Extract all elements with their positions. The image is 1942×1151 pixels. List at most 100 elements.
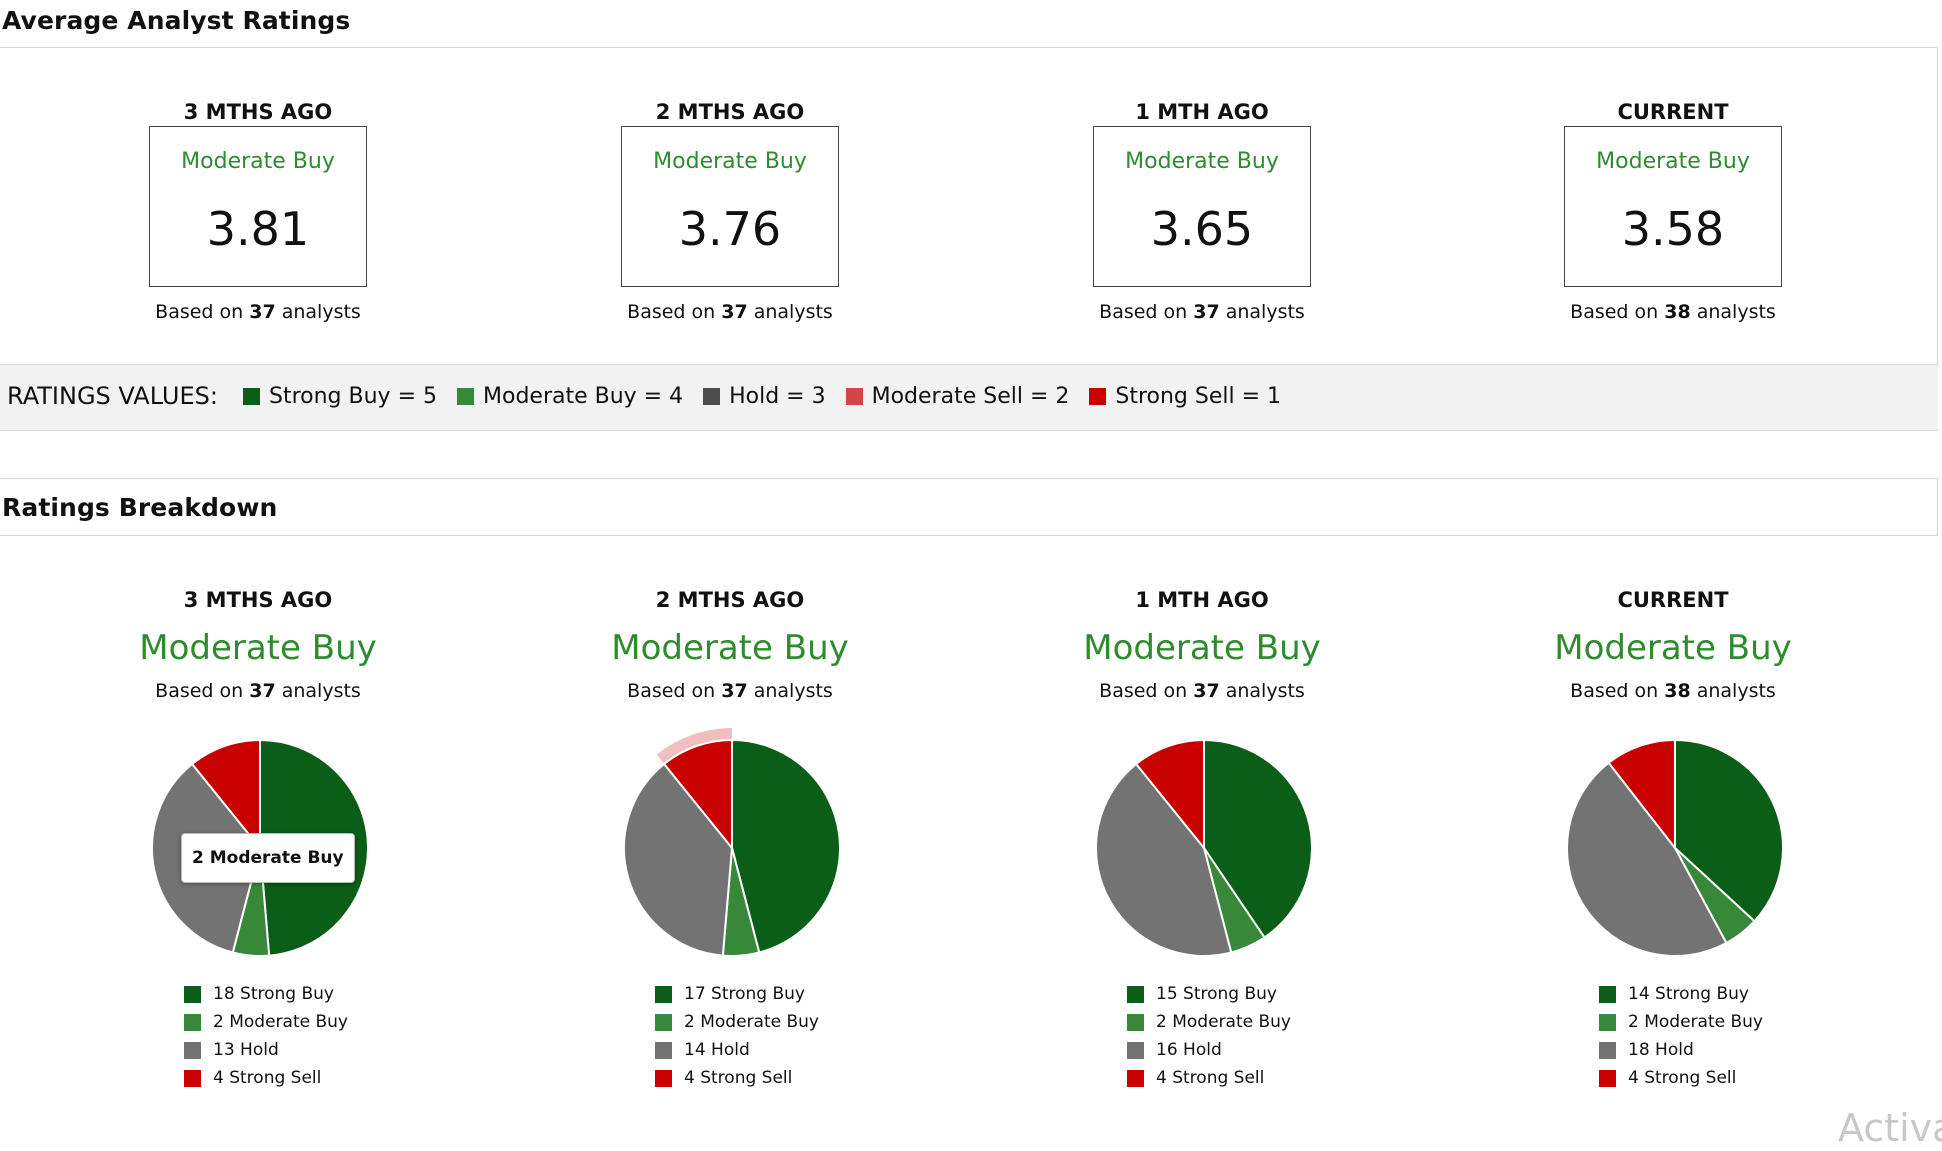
avg-rating-2-mths-ago: 2 MTHS AGO Moderate Buy 3.76 Based on 37… <box>610 98 850 325</box>
swatch <box>1599 1041 1616 1059</box>
windows-activation-watermark: Activa <box>1838 1106 1942 1150</box>
legend-item-hold[interactable]: 13 Hold <box>184 1036 348 1064</box>
consensus-rating: Moderate Buy <box>181 149 335 174</box>
analyst-count: Based on 37 analysts <box>627 301 833 323</box>
pie-chart-1-mth-ago[interactable] <box>1084 728 1324 968</box>
pie-legend-3-mths-ago: 18 Strong Buy 2 Moderate Buy 13 Hold 4 S… <box>184 980 348 1092</box>
legend-item-strong-buy[interactable]: 17 Strong Buy <box>655 980 819 1008</box>
pie-slice-strong-sell[interactable] <box>1607 738 1676 851</box>
rating-box: Moderate Buy 3.81 <box>149 126 367 287</box>
analyst-count: Based on 37 analysts <box>1099 301 1305 323</box>
column-label: 3 MTHS AGO <box>183 588 333 612</box>
breakdown-3-mths-ago: 3 MTHS AGO Moderate Buy Based on 37 anal… <box>98 586 418 704</box>
consensus-rating: Moderate Buy <box>611 628 849 668</box>
swatch <box>1599 1069 1616 1087</box>
analyst-count: Based on 37 analysts <box>155 301 361 323</box>
swatch <box>1089 388 1107 405</box>
swatch <box>184 1069 201 1087</box>
pie-slice-strong-sell[interactable] <box>662 738 733 851</box>
swatch <box>184 1013 201 1031</box>
rating-box: Moderate Buy 3.76 <box>621 126 839 287</box>
divider <box>0 47 1938 48</box>
consensus-rating: Moderate Buy <box>1083 628 1321 668</box>
pie-slice-strong-sell[interactable] <box>1134 738 1205 851</box>
analyst-count: Based on 37 analysts <box>1099 680 1305 702</box>
swatch <box>1127 1013 1144 1031</box>
rating-box: Moderate Buy 3.58 <box>1564 126 1782 287</box>
average-score: 3.65 <box>1150 202 1254 256</box>
divider <box>1937 47 1938 431</box>
divider <box>0 535 1938 536</box>
pie-slice-strong-buy[interactable] <box>1203 738 1313 939</box>
swatch <box>655 1069 672 1087</box>
average-score: 3.81 <box>206 202 310 256</box>
swatch <box>845 388 863 405</box>
column-label: CURRENT <box>1617 588 1729 612</box>
legend-item-moderate-buy[interactable]: 2 Moderate Buy <box>1127 1008 1291 1036</box>
legend-item-strong-buy[interactable]: 18 Strong Buy <box>184 980 348 1008</box>
swatch <box>655 1041 672 1059</box>
pie-legend-1-mth-ago: 15 Strong Buy 2 Moderate Buy 16 Hold 4 S… <box>1127 980 1291 1092</box>
column-label: 1 MTH AGO <box>1135 588 1269 612</box>
swatch <box>1127 985 1144 1003</box>
pie-chart-2-mths-ago[interactable] <box>612 718 852 968</box>
analyst-count: Based on 37 analysts <box>155 680 361 702</box>
analyst-count: Based on 38 analysts <box>1570 680 1776 702</box>
swatch <box>1127 1069 1144 1087</box>
divider <box>0 478 1938 479</box>
analyst-count: Based on 38 analysts <box>1570 301 1776 323</box>
pie-slice-hold[interactable] <box>1566 761 1728 957</box>
breakdown-2-mths-ago: 2 MTHS AGO Moderate Buy Based on 37 anal… <box>570 586 890 704</box>
legend-item-hold[interactable]: 18 Hold <box>1599 1036 1763 1064</box>
pie-chart-current[interactable] <box>1555 728 1795 968</box>
consensus-rating: Moderate Buy <box>653 149 807 174</box>
column-label: 2 MTHS AGO <box>655 100 805 124</box>
legend-item-strong-sell[interactable]: 4 Strong Sell <box>1127 1064 1291 1092</box>
pie-legend-2-mths-ago: 17 Strong Buy 2 Moderate Buy 14 Hold 4 S… <box>655 980 819 1092</box>
swatch <box>184 985 201 1003</box>
consensus-rating: Moderate Buy <box>139 628 377 668</box>
swatch <box>243 388 260 405</box>
ratings-values-label: RATINGS VALUES: <box>7 382 218 410</box>
swatch <box>655 985 672 1003</box>
legend-item-strong-sell: Strong Sell = 1 <box>1089 384 1281 409</box>
column-label: CURRENT <box>1617 100 1729 124</box>
consensus-rating: Moderate Buy <box>1554 628 1792 668</box>
average-score: 3.76 <box>678 202 782 256</box>
pie-slice-hold[interactable] <box>623 762 734 957</box>
consensus-rating: Moderate Buy <box>1596 149 1750 174</box>
analyst-count: Based on 37 analysts <box>627 680 833 702</box>
ratings-values-bar: RATINGS VALUES: Strong Buy = 5 Moderate … <box>0 364 1938 431</box>
pie-legend-current: 14 Strong Buy 2 Moderate Buy 18 Hold 4 S… <box>1599 980 1763 1092</box>
ratings-breakdown-title: Ratings Breakdown <box>2 493 278 522</box>
legend-item-strong-sell[interactable]: 4 Strong Sell <box>1599 1064 1763 1092</box>
rating-box: Moderate Buy 3.65 <box>1093 126 1311 287</box>
column-label: 3 MTHS AGO <box>183 100 333 124</box>
pie-slice-strong-sell[interactable] <box>190 738 261 851</box>
legend-item-strong-sell[interactable]: 4 Strong Sell <box>655 1064 819 1092</box>
breakdown-current: CURRENT Moderate Buy Based on 38 analyst… <box>1513 586 1833 704</box>
legend-item-moderate-buy[interactable]: 2 Moderate Buy <box>1599 1008 1763 1036</box>
legend-item-hold: Hold = 3 <box>703 384 826 409</box>
legend-item-strong-sell[interactable]: 4 Strong Sell <box>184 1064 348 1092</box>
divider <box>1937 478 1938 536</box>
column-label: 1 MTH AGO <box>1135 100 1269 124</box>
swatch <box>655 1013 672 1031</box>
legend-item-moderate-sell: Moderate Sell = 2 <box>845 384 1069 409</box>
legend-item-moderate-buy[interactable]: 2 Moderate Buy <box>184 1008 348 1036</box>
legend-item-hold[interactable]: 14 Hold <box>655 1036 819 1064</box>
breakdown-1-mth-ago: 1 MTH AGO Moderate Buy Based on 37 analy… <box>1042 586 1362 704</box>
pie-slice-hold[interactable] <box>1095 762 1233 957</box>
legend-item-strong-buy[interactable]: 14 Strong Buy <box>1599 980 1763 1008</box>
legend-item-strong-buy[interactable]: 15 Strong Buy <box>1127 980 1291 1008</box>
avg-rating-current: CURRENT Moderate Buy 3.58 Based on 38 an… <box>1553 98 1793 325</box>
consensus-rating: Moderate Buy <box>1125 149 1279 174</box>
swatch <box>1599 1013 1616 1031</box>
ratings-values-legend: Strong Buy = 5 Moderate Buy = 4 Hold = 3… <box>243 384 1281 409</box>
avg-rating-1-mth-ago: 1 MTH AGO Moderate Buy 3.65 Based on 37 … <box>1082 98 1322 325</box>
pie-slice-strong-buy[interactable] <box>731 738 841 954</box>
pie-slice-strong-buy[interactable] <box>1674 738 1784 923</box>
legend-item-moderate-buy[interactable]: 2 Moderate Buy <box>655 1008 819 1036</box>
avg-rating-3-mths-ago: 3 MTHS AGO Moderate Buy 3.81 Based on 37… <box>138 98 378 325</box>
legend-item-hold[interactable]: 16 Hold <box>1127 1036 1291 1064</box>
